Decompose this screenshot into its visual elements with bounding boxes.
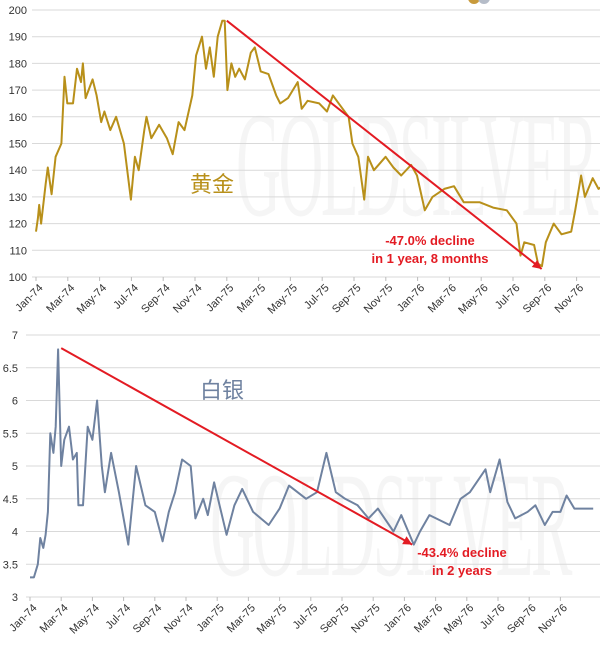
x-tick-label: Nov-75 <box>362 282 396 316</box>
y-tick-label: 180 <box>9 58 27 70</box>
x-tick-label: Sep-74 <box>131 602 165 636</box>
gold-price-line <box>35 19 600 268</box>
x-tick-label: Nov-76 <box>553 282 587 316</box>
decline-annotation: -43.4% decline <box>417 545 507 560</box>
y-tick-label: 5 <box>12 461 18 473</box>
y-tick-label: 190 <box>9 32 27 44</box>
y-tick-label: 7 <box>12 330 18 342</box>
y-tick-label: 3.5 <box>3 559 18 571</box>
x-tick-label: Jul-74 <box>111 282 141 312</box>
arrow-head <box>531 259 542 269</box>
x-tick-label: Nov-74 <box>162 602 196 636</box>
x-tick-label: Sep-76 <box>521 282 555 316</box>
trend-arrow <box>226 19 543 270</box>
x-tick-label: May-74 <box>75 282 109 316</box>
y-tick-label: 5.5 <box>3 428 18 440</box>
y-tick-label: 3 <box>12 592 18 604</box>
y-tick-label: 140 <box>9 165 27 177</box>
series-label: 黄金 <box>190 173 234 198</box>
x-tick-label: Jul-76 <box>493 282 523 312</box>
y-tick-label: 4 <box>12 527 18 539</box>
silver-price-line <box>30 348 594 579</box>
y-tick-label: 150 <box>9 139 27 151</box>
y-tick-label: 160 <box>9 112 27 124</box>
arrow-head <box>402 536 413 545</box>
x-tick-label: Sep-75 <box>330 282 364 316</box>
y-tick-label: 200 <box>9 5 27 17</box>
x-tick-label: Jan-76 <box>395 282 427 314</box>
silver-panel: GOLDSILVER 3 3.5 4 4.5 5 5.5 6 6.5 7 Jan-74Mar-74M… <box>3 330 600 637</box>
x-tick-label: Jul-75 <box>302 282 332 312</box>
y-tick-label: 6.5 <box>3 363 18 375</box>
x-tick-label: May-75 <box>266 282 300 316</box>
x-tick-label: Jul-74 <box>103 602 133 632</box>
decline-annotation: in 2 years <box>432 563 492 578</box>
y-tick-label: 4.5 <box>3 494 18 506</box>
gold-panel: GOLDSILVER100110120130140150160170180190… <box>9 5 600 317</box>
series-label: 白银 <box>200 379 244 404</box>
decline-annotation: -47.0% decline <box>385 233 475 248</box>
x-tick-label: Mar-75 <box>235 282 268 315</box>
x-tick-label: Jan-75 <box>204 282 236 314</box>
x-tick-label: Jan-74 <box>13 282 45 314</box>
watermark: GOLDSILVER <box>210 442 572 608</box>
x-tick-label: May-74 <box>68 602 102 636</box>
y-tick-label: 100 <box>9 272 27 284</box>
x-tick-label: Mar-74 <box>38 602 71 635</box>
y-tick-label: 6 <box>12 396 18 408</box>
logo-coins <box>468 0 490 4</box>
y-tick-label: 170 <box>9 85 27 97</box>
y-tick-label: 120 <box>9 219 27 231</box>
trend-arrow <box>60 347 413 546</box>
x-tick-label: May-76 <box>456 282 490 316</box>
decline-annotation: in 1 year, 8 months <box>371 251 488 266</box>
x-tick-label: Mar-74 <box>44 282 77 315</box>
x-tick-label: Sep-74 <box>139 282 173 316</box>
x-tick-label: Jan-74 <box>7 602 39 634</box>
y-tick-label: 110 <box>9 245 27 257</box>
x-tick-label: Nov-74 <box>171 282 205 316</box>
x-tick-label: Mar-76 <box>426 282 459 315</box>
y-tick-label: 130 <box>9 192 27 204</box>
